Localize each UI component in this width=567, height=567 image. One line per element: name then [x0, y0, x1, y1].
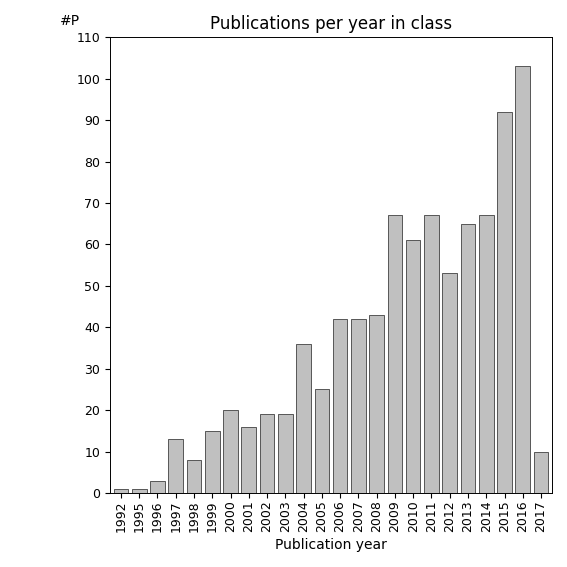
Bar [424, 215, 439, 493]
Bar [515, 66, 530, 493]
Bar [168, 439, 183, 493]
Bar [333, 319, 348, 493]
Bar [132, 489, 146, 493]
Bar [388, 215, 402, 493]
Bar [351, 319, 366, 493]
Bar [497, 112, 512, 493]
Bar [460, 224, 475, 493]
Bar [369, 315, 384, 493]
Bar [442, 273, 457, 493]
Bar [297, 344, 311, 493]
Bar [278, 414, 293, 493]
Bar [534, 451, 548, 493]
Bar [187, 460, 201, 493]
Bar [150, 480, 165, 493]
Title: Publications per year in class: Publications per year in class [210, 15, 452, 33]
Bar [315, 390, 329, 493]
Bar [113, 489, 128, 493]
Bar [479, 215, 493, 493]
Bar [242, 426, 256, 493]
Bar [223, 410, 238, 493]
Bar [260, 414, 274, 493]
Bar [205, 431, 219, 493]
X-axis label: Publication year: Publication year [275, 538, 387, 552]
Y-axis label: #P: #P [60, 14, 81, 28]
Bar [406, 240, 421, 493]
